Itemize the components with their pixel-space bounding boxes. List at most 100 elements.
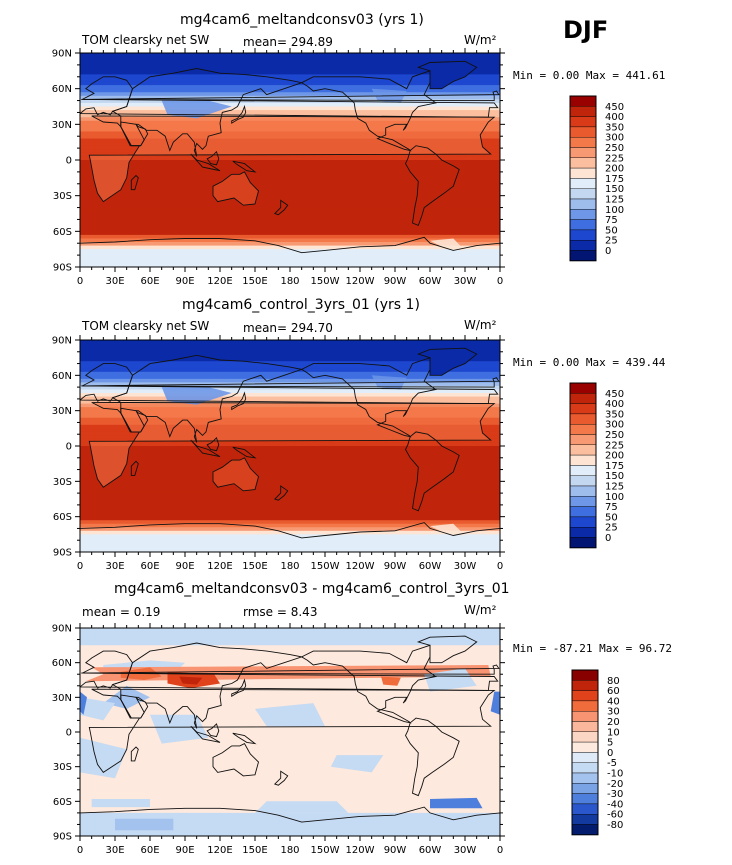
zonal-band [80, 343, 500, 348]
zonal-band [80, 95, 500, 100]
colorbar-swatch [569, 95, 597, 107]
colorbar-label: 150 [605, 184, 624, 195]
anomaly-region [430, 797, 483, 809]
colorbar-swatch [569, 116, 597, 128]
colorbar-label: 400 [605, 399, 624, 410]
lon-tick-label: 150E [242, 845, 267, 856]
colorbar-swatch [569, 465, 597, 476]
lon-tick-label: 180 [280, 276, 299, 287]
lat-tick-label: 60N [52, 658, 72, 669]
lon-tick-label: 150E [242, 561, 267, 572]
anomaly-region [255, 801, 349, 813]
coastline-namerica [300, 70, 437, 152]
coastline-greenland [416, 635, 478, 664]
anomaly-region [381, 676, 401, 686]
zonal-band [80, 537, 500, 542]
zonal-band [80, 195, 500, 200]
panel-1-field-label: TOM clearsky net SW [82, 33, 210, 47]
colorbar-swatch [569, 506, 597, 518]
lon-tick-label: 180 [280, 845, 299, 856]
coastline-asia [111, 354, 304, 443]
colorbar-label: 200 [605, 451, 624, 462]
coastline-samerica [404, 717, 460, 797]
zonal-band [80, 541, 500, 546]
colorbar-label: 150 [605, 471, 624, 482]
zonal-band [80, 56, 500, 61]
colorbar-swatch [571, 772, 599, 784]
lon-tick-label: 60E [140, 845, 159, 856]
anomaly-region [80, 737, 127, 779]
colorbar-swatch [571, 669, 599, 681]
zonal-band [80, 523, 500, 528]
zonal-band [80, 484, 500, 489]
lon-tick-label: 60E [140, 561, 159, 572]
lat-tick-label: 90N [52, 336, 72, 347]
zonal-band [80, 209, 500, 215]
colorbar-label: -80 [607, 820, 623, 831]
coastline-europe [80, 76, 499, 118]
coastline-europe [80, 650, 499, 691]
lon-tick-label: 120E [207, 845, 232, 856]
colorbar-label: 200 [605, 164, 624, 175]
colorbar-swatch [569, 239, 597, 251]
colorbar-label: 5 [607, 738, 613, 749]
colorbar-label: 25 [605, 236, 618, 247]
anomaly-region [80, 697, 115, 721]
zonal-band [80, 177, 500, 182]
colorbar-label: 300 [605, 420, 624, 431]
colorbar-label: 50 [605, 512, 618, 523]
coastline-australia [212, 743, 260, 777]
zonal-band [80, 502, 500, 507]
zonal-band [80, 449, 500, 454]
zonal-band [80, 259, 500, 265]
colorbar-label: 350 [605, 409, 624, 420]
coastline-europe [80, 363, 499, 405]
zonal-band [80, 396, 500, 401]
zonal-band [80, 202, 500, 207]
colorbar-swatch [569, 537, 597, 549]
colorbar-swatch [569, 198, 597, 210]
lon-tick-label: 30W [454, 561, 477, 572]
anomaly-region [80, 812, 500, 836]
colorbar-label: -10 [607, 769, 623, 780]
zonal-band [80, 357, 500, 362]
zonal-band [80, 463, 500, 468]
land-anomaly [430, 523, 465, 536]
coastline-nz [273, 770, 289, 786]
lon-tick-label: 90E [175, 561, 194, 572]
colorbar-swatch [571, 731, 599, 743]
lat-tick-label: 0 [66, 156, 72, 167]
colorbar-label: 30 [607, 707, 620, 718]
colorbar-label: 75 [605, 215, 618, 226]
coastline-arabia [120, 407, 149, 433]
lon-tick-label: 0 [77, 845, 83, 856]
coastline-arabia [120, 694, 149, 719]
lat-tick-label: 90N [52, 624, 72, 635]
coastline-madagascar [130, 746, 139, 762]
zonal-band [80, 488, 500, 493]
zonal-band [80, 106, 500, 111]
colorbar-swatch [569, 157, 597, 169]
coastline-borneo [206, 436, 220, 452]
zonal-band [80, 368, 500, 373]
anomaly-region [91, 799, 150, 808]
colorbar-swatch [569, 485, 597, 497]
colorbar-swatch [571, 803, 599, 815]
colorbar-swatch [569, 209, 597, 220]
coastline-indonesia [190, 439, 221, 458]
colorbar-swatch [569, 188, 597, 200]
zonal-band [80, 453, 500, 458]
coastline-newguinea [232, 160, 257, 173]
panel-1-minmax: Min = 0.00 Max = 441.61 [513, 69, 666, 82]
coastline-asia [111, 642, 304, 729]
anomaly-region [150, 714, 209, 744]
coastline-greenland [416, 60, 478, 90]
lat-tick-label: 60S [53, 227, 72, 238]
colorbar-swatch [571, 741, 599, 753]
colorbar-label: 225 [605, 440, 624, 451]
lon-tick-label: 150E [242, 276, 267, 287]
colorbar-label: 0 [607, 748, 613, 759]
zonal-band [80, 382, 500, 387]
